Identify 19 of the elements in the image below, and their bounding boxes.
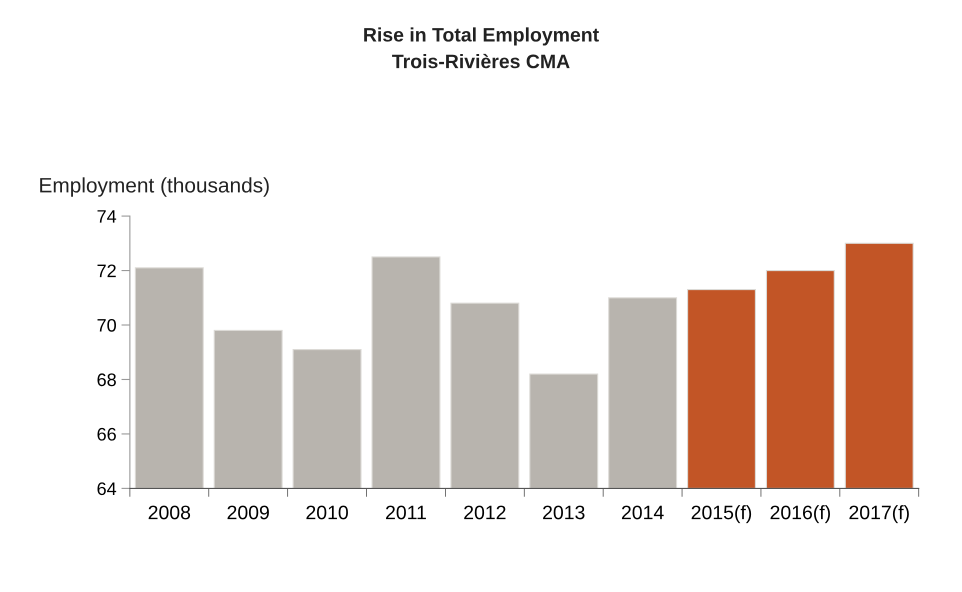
x-tick-label: 2009: [228, 506, 269, 520]
x-tick-label: 2010: [306, 506, 348, 520]
x-tick-label: 2008: [148, 506, 190, 520]
chart-subtitle: Trois-Rivières CMA: [392, 54, 570, 68]
x-tick-label: 2013: [543, 506, 585, 520]
x-tick-label: 2011: [386, 506, 426, 520]
y-tick-label: 68: [98, 373, 116, 386]
x-tick-label: 2017(f): [849, 505, 909, 524]
y-axis-title: Employment (thousands): [40, 177, 269, 197]
x-tick-label: 2015(f): [692, 505, 752, 524]
y-tick-label: 64: [98, 482, 116, 496]
x-tick-label: 2016(f): [770, 505, 830, 524]
y-tick-label: 70: [98, 318, 116, 332]
y-tick-label: 74: [98, 210, 116, 223]
x-tick-label: 2014: [622, 506, 664, 520]
x-tick-label: 2012: [464, 506, 506, 520]
chart-title: Rise in Total Employment: [364, 27, 599, 46]
y-tick-label: 72: [98, 264, 116, 278]
y-tick-label: 66: [98, 428, 116, 441]
